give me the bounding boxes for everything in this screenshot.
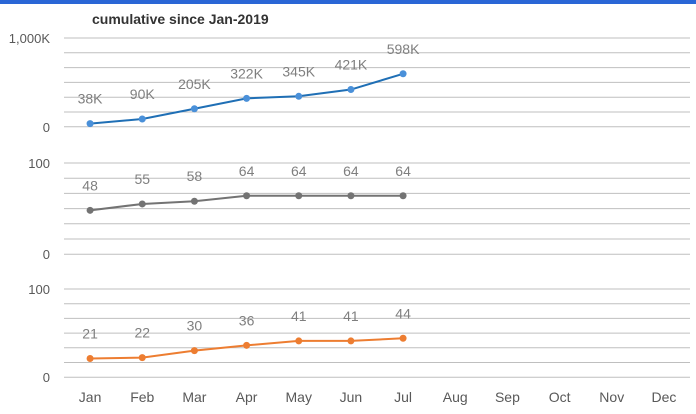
- data-label: 64: [239, 163, 255, 179]
- data-point: [347, 86, 355, 94]
- x-tick-label: Nov: [599, 389, 624, 405]
- x-tick-label: Feb: [130, 389, 154, 405]
- data-label: 41: [343, 308, 359, 324]
- data-label: 30: [187, 318, 203, 334]
- data-label: 36: [239, 312, 255, 328]
- data-point: [138, 115, 146, 123]
- x-tick-label: May: [286, 389, 312, 405]
- y-tick-label: 100: [28, 282, 50, 297]
- x-tick-label: Oct: [549, 389, 571, 405]
- data-point: [86, 120, 94, 128]
- data-point: [190, 347, 198, 355]
- data-point: [190, 105, 198, 113]
- data-label: 55: [134, 171, 150, 187]
- data-label: 205K: [178, 76, 211, 92]
- x-tick-label: Sep: [495, 389, 520, 405]
- x-tick-label: Dec: [651, 389, 676, 405]
- data-point: [190, 197, 198, 205]
- panel-2: 0 100 48 55 58 64 64 64 64: [28, 156, 690, 262]
- x-tick-label: Mar: [182, 389, 206, 405]
- data-point: [347, 192, 355, 200]
- data-point: [295, 337, 303, 345]
- data-label: 64: [395, 163, 411, 179]
- panel-1: 0 1,000K 38K 90K 205K 322K 345K 421K 598K: [9, 31, 690, 135]
- data-point: [295, 192, 303, 200]
- data-point: [138, 354, 146, 362]
- data-point: [86, 355, 94, 363]
- data-label: 38K: [78, 91, 104, 107]
- data-label: 44: [395, 305, 411, 321]
- x-tick-label: Aug: [443, 389, 468, 405]
- data-label: 345K: [282, 63, 315, 79]
- data-label: 58: [187, 168, 203, 184]
- chart-title: cumulative since Jan-2019: [92, 11, 269, 27]
- y-tick-label: 100: [28, 156, 50, 171]
- data-label: 90K: [130, 86, 156, 102]
- data-label: 48: [82, 177, 98, 193]
- data-label: 41: [291, 308, 307, 324]
- data-point: [243, 192, 251, 200]
- data-label: 64: [343, 163, 359, 179]
- y-tick-label: 0: [43, 120, 50, 135]
- data-point: [243, 94, 251, 102]
- data-label: 598K: [387, 41, 420, 57]
- data-point: [399, 334, 407, 342]
- data-label: 322K: [230, 65, 263, 81]
- top-strip: [0, 0, 696, 4]
- y-tick-label: 0: [43, 247, 50, 262]
- y-tick-label: 0: [43, 370, 50, 385]
- data-label: 64: [291, 163, 307, 179]
- y-tick-label: 1,000K: [9, 31, 51, 46]
- data-point: [86, 206, 94, 214]
- x-tick-label: Jun: [340, 389, 363, 405]
- panel-3: 0 100 21 22 30 36 41 41 44: [28, 282, 690, 385]
- panels: 0 1,000K 38K 90K 205K 322K 345K 421K 598K 0 100 48 5…: [9, 31, 690, 385]
- x-axis: Jan Feb Mar Apr May Jun Jul Aug Sep Oct Nov Dec: [79, 389, 677, 405]
- data-label: 21: [82, 326, 98, 342]
- data-label: 421K: [335, 57, 368, 73]
- data-point: [243, 341, 251, 349]
- data-point: [295, 92, 303, 100]
- data-point: [399, 192, 407, 200]
- data-point: [138, 200, 146, 208]
- x-tick-label: Jan: [79, 389, 102, 405]
- x-tick-label: Jul: [394, 389, 412, 405]
- x-tick-label: Apr: [236, 389, 258, 405]
- data-label: 22: [134, 325, 150, 341]
- data-point: [347, 337, 355, 345]
- data-point: [399, 70, 407, 78]
